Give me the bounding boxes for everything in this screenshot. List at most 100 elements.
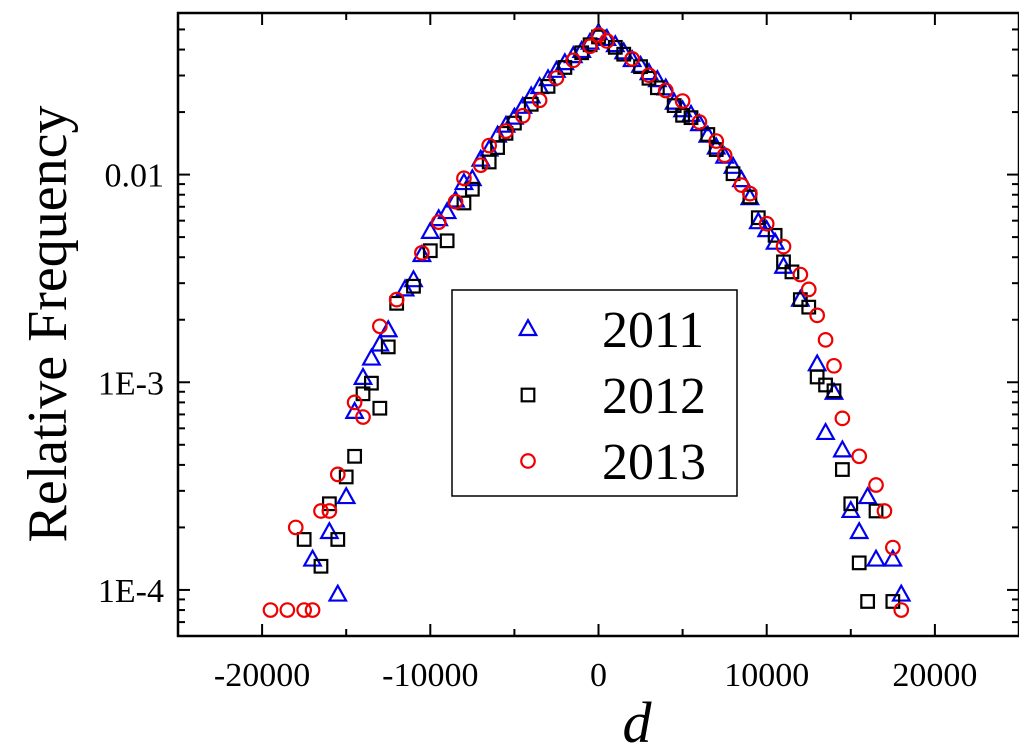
data-point-2013 bbox=[599, 33, 615, 49]
data-point-2013 bbox=[868, 477, 884, 493]
y-axis-title: Relative Frequency bbox=[17, 106, 79, 543]
data-marks bbox=[262, 22, 912, 618]
data-point-2013 bbox=[388, 291, 405, 308]
x-tick-label: 20000 bbox=[892, 657, 977, 694]
legend-box bbox=[451, 289, 738, 497]
data-point-2012 bbox=[296, 532, 312, 547]
data-point-2013 bbox=[851, 448, 868, 465]
data-point-2012 bbox=[725, 166, 741, 182]
x-tick-label: 10000 bbox=[724, 657, 809, 694]
data-point-2013 bbox=[355, 409, 371, 425]
data-point-2013 bbox=[657, 82, 674, 99]
data-point-2012 bbox=[313, 558, 329, 574]
data-point-2013 bbox=[800, 281, 817, 298]
data-point-2011 bbox=[411, 243, 433, 263]
data-point-2012 bbox=[851, 555, 867, 571]
data-point-2011 bbox=[369, 333, 390, 352]
data-point-2013 bbox=[447, 193, 464, 210]
data-point-2012 bbox=[464, 181, 480, 197]
y-tick-label: 1E-3 bbox=[98, 365, 164, 402]
data-point-2012 bbox=[792, 292, 808, 308]
data-point-2013 bbox=[514, 107, 531, 124]
data-point-2012 bbox=[767, 227, 783, 243]
series-2011 bbox=[302, 22, 912, 602]
data-point-2013 bbox=[531, 92, 548, 109]
data-point-2011 bbox=[453, 172, 475, 191]
data-point-2011 bbox=[596, 27, 618, 47]
data-point-2012 bbox=[683, 110, 699, 126]
data-point-2012 bbox=[540, 78, 556, 94]
data-point-2011 bbox=[327, 583, 348, 602]
data-point-2011 bbox=[319, 520, 340, 540]
data-point-2011 bbox=[445, 189, 466, 208]
data-point-2013 bbox=[296, 602, 312, 618]
data-point-2011 bbox=[420, 220, 441, 239]
legend-label: 2011 bbox=[602, 302, 704, 359]
data-point-2012 bbox=[456, 195, 472, 211]
data-point-2011 bbox=[849, 520, 870, 540]
data-point-2013 bbox=[472, 157, 489, 174]
data-point-2011 bbox=[470, 148, 491, 167]
legend-label: 2012 bbox=[602, 368, 706, 425]
legend-marker-2013 bbox=[520, 453, 536, 469]
data-point-2012 bbox=[406, 278, 421, 294]
data-point-2012 bbox=[481, 154, 497, 170]
data-point-2011 bbox=[882, 548, 903, 567]
data-point-2011 bbox=[436, 200, 458, 220]
data-point-2011 bbox=[891, 583, 912, 602]
data-point-2012 bbox=[834, 462, 850, 477]
data-point-2011 bbox=[664, 91, 685, 110]
data-point-2013 bbox=[498, 123, 514, 139]
data-point-2011 bbox=[336, 485, 357, 505]
data-point-2012 bbox=[439, 233, 455, 249]
data-point-2013 bbox=[430, 214, 447, 231]
data-point-2011 bbox=[689, 113, 710, 132]
data-point-2011 bbox=[857, 485, 878, 505]
data-point-2012 bbox=[633, 59, 648, 75]
data-point-2013 bbox=[817, 332, 834, 348]
legend: 2011 2012 2013 bbox=[451, 289, 738, 497]
data-point-2013 bbox=[582, 38, 598, 55]
data-point-2011 bbox=[832, 439, 853, 458]
data-point-2012 bbox=[868, 503, 884, 519]
data-point-2013 bbox=[674, 93, 691, 109]
data-point-2012 bbox=[801, 299, 817, 315]
data-point-2013 bbox=[329, 466, 346, 483]
data-point-2011 bbox=[748, 211, 769, 230]
data-point-2013 bbox=[481, 137, 498, 154]
data-point-2011 bbox=[722, 155, 744, 174]
data-point-2011 bbox=[680, 103, 702, 122]
data-point-2013 bbox=[371, 318, 388, 335]
data-point-2013 bbox=[548, 70, 565, 86]
x-tick-label: -20000 bbox=[214, 657, 310, 694]
data-point-2011 bbox=[512, 95, 533, 114]
data-point-2013 bbox=[716, 147, 733, 164]
data-point-2013 bbox=[641, 67, 657, 84]
data-point-2013 bbox=[708, 133, 725, 149]
series-2013 bbox=[262, 27, 910, 618]
legend-marker-2011 bbox=[517, 317, 539, 337]
data-point-2012 bbox=[422, 243, 438, 259]
data-point-2011 bbox=[394, 278, 416, 297]
data-point-2013 bbox=[346, 394, 363, 411]
data-point-2013 bbox=[876, 503, 893, 519]
y-tick-label: 1E-4 bbox=[98, 573, 164, 610]
data-point-2012 bbox=[675, 107, 690, 123]
data-point-2013 bbox=[565, 52, 582, 69]
data-point-2011 bbox=[462, 168, 483, 187]
data-point-2012 bbox=[355, 386, 371, 402]
data-point-2012 bbox=[885, 594, 901, 609]
data-point-2012 bbox=[372, 400, 388, 416]
data-point-2012 bbox=[347, 448, 363, 464]
data-point-2012 bbox=[523, 96, 539, 112]
data-point-2012 bbox=[666, 98, 682, 113]
legend-label: 2013 bbox=[602, 434, 706, 491]
data-point-2013 bbox=[742, 185, 758, 202]
data-point-2013 bbox=[456, 170, 472, 187]
data-point-2012 bbox=[776, 254, 791, 270]
data-point-2012 bbox=[490, 140, 505, 155]
data-point-2013 bbox=[775, 238, 792, 255]
data-point-2013 bbox=[624, 50, 640, 67]
data-point-2011 bbox=[655, 77, 676, 96]
